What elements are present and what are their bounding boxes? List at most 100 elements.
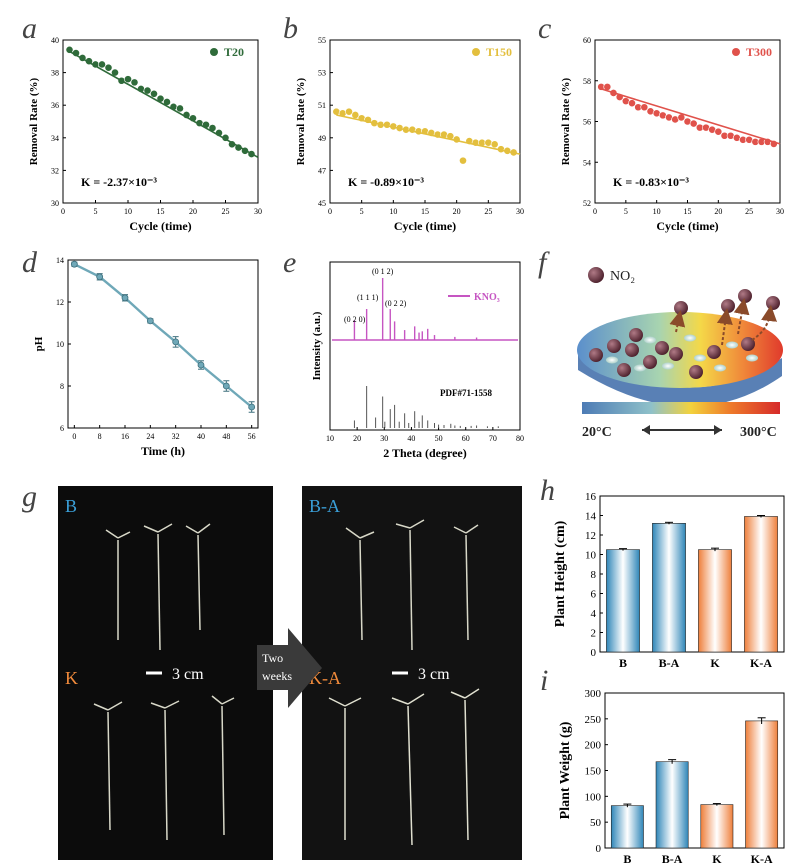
- data-point: [96, 273, 104, 281]
- reference-label: PDF#71-1558: [440, 388, 492, 398]
- seedlings-b-a: [345, 519, 479, 651]
- y-tick-label: 200: [585, 740, 602, 752]
- y-tick-label: 150: [585, 766, 602, 778]
- y-axis-label: Plant Weight (g): [558, 721, 573, 819]
- x-tick-label: 20: [353, 434, 361, 443]
- legend-marker: [210, 48, 218, 56]
- bar: [698, 549, 732, 653]
- y-tick-label: 2: [591, 628, 597, 640]
- data-point: [146, 317, 154, 325]
- y-tick-label: 34: [51, 134, 59, 143]
- x-axis-label: Time (h): [141, 444, 185, 458]
- panel-letter-i: i: [540, 664, 548, 697]
- category-label: K: [712, 852, 722, 866]
- panel-letter-d: d: [22, 246, 38, 279]
- x-tick-label: 25: [745, 207, 753, 216]
- peak-label: (1 1 1): [357, 293, 379, 302]
- bar: [744, 516, 778, 653]
- photo-label-b: B: [65, 496, 77, 516]
- y-tick-label: 49: [318, 134, 326, 143]
- y-tick-label: 30: [51, 199, 59, 208]
- y-tick-label: 54: [583, 158, 591, 167]
- disc-side: [578, 352, 782, 407]
- x-tick-label: 16: [121, 432, 129, 441]
- slope-annotation: K = -2.37×10⁻³: [81, 175, 157, 189]
- x-tick-label: 20: [453, 207, 461, 216]
- legend-molecule: NO₂: [588, 267, 635, 284]
- molecule-label: NO₂: [610, 269, 635, 284]
- y-axis-label: Plant Height (cm): [553, 520, 568, 627]
- panel-letter-b: b: [283, 12, 298, 45]
- x-axis-label: Cycle (time): [656, 219, 718, 233]
- slope-annotation: K = -0.83×10⁻³: [613, 175, 689, 189]
- legend-label: T150: [486, 45, 512, 59]
- panel-letter-g: g: [22, 480, 37, 513]
- panel-letter-e: e: [283, 246, 296, 279]
- data-point: [490, 140, 499, 149]
- x-tick-label: 15: [684, 207, 692, 216]
- y-tick-label: 32: [51, 166, 59, 175]
- chart-d-ph-vs-time: 0 8 16 24 32 40 48 56 6 8 10 12 14 Time (h) pH: [33, 256, 259, 458]
- arrow-text-line1: Two: [262, 651, 283, 665]
- y-tick-label: 14: [585, 511, 597, 523]
- slope-annotation: K = -0.89×10⁻³: [348, 175, 424, 189]
- scale-bar-left: 3 cm: [146, 666, 204, 683]
- y-tick-label: 4: [591, 608, 597, 620]
- y-axis-label: Removal Rate (%): [28, 77, 40, 165]
- x-tick-label: 25: [222, 207, 230, 216]
- temp-high-label: 300°C: [740, 425, 777, 440]
- x-tick-label: 30: [380, 434, 388, 443]
- y-tick-label: 250: [585, 714, 602, 726]
- peak-label: (0 2 2): [385, 299, 407, 308]
- data-point: [121, 294, 129, 302]
- peak-label: (0 2 0): [344, 315, 366, 324]
- y-tick-label: 36: [51, 101, 59, 110]
- bar: [610, 805, 644, 849]
- x-tick-label: 10: [389, 207, 397, 216]
- y-tick-label: 51: [318, 101, 326, 110]
- panel-letter-c: c: [538, 12, 551, 45]
- data-point: [332, 107, 341, 116]
- x-tick-label: 0: [593, 207, 597, 216]
- y-tick-label: 300: [585, 688, 602, 700]
- plot-frame: [329, 261, 521, 431]
- bar: [700, 804, 734, 849]
- category-label: K: [710, 656, 720, 670]
- category-label: B-A: [662, 852, 683, 866]
- x-tick-label: 0: [61, 207, 65, 216]
- x-axis-label: 2 Theta (degree): [383, 446, 467, 460]
- data-point: [628, 99, 636, 108]
- y-tick-label: 53: [318, 69, 326, 78]
- seedlings-k-a: [328, 688, 480, 846]
- y-tick-label: 8: [60, 382, 64, 391]
- data-point: [222, 382, 230, 390]
- data-point: [70, 260, 78, 268]
- x-tick-label: 10: [326, 434, 334, 443]
- y-tick-label: 50: [590, 817, 602, 829]
- x-tick-label: 40: [407, 434, 415, 443]
- adsorption-sites: [606, 334, 758, 372]
- y-axis-label: Intensity (a.u.): [311, 311, 323, 380]
- peak-label: (0 1 2): [372, 267, 394, 276]
- y-tick-label: 10: [585, 550, 597, 562]
- x-axis-label: Cycle (time): [129, 219, 191, 233]
- data-point: [176, 104, 184, 113]
- x-tick-label: 80: [516, 434, 524, 443]
- data-point: [640, 103, 649, 112]
- y-axis-label: Removal Rate (%): [295, 77, 307, 165]
- y-tick-label: 0: [591, 647, 597, 659]
- fit-line: [600, 88, 781, 145]
- y-axis-label: Removal Rate (%): [560, 77, 572, 165]
- data-point: [459, 156, 467, 165]
- x-tick-label: 8: [98, 432, 102, 441]
- plot-frame: [67, 259, 259, 429]
- y-tick-label: 14: [56, 256, 64, 265]
- arrow-text-line2: weeks: [262, 669, 292, 683]
- photo-b: [58, 486, 273, 660]
- desorbed-molecules: [669, 289, 780, 346]
- bar: [652, 522, 686, 653]
- photo-label-b-a: B-A: [309, 496, 340, 516]
- panel-f-illustration: NO₂: [577, 267, 783, 440]
- y-tick-label: 16: [585, 491, 597, 503]
- x-tick-label: 20: [714, 207, 722, 216]
